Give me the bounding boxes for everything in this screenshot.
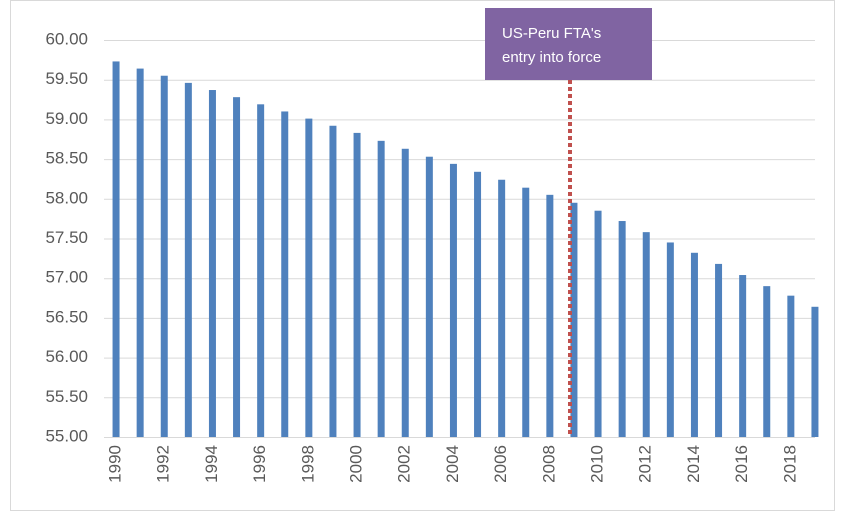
x-tick-label: 2014 xyxy=(684,445,703,483)
bar xyxy=(811,306,819,437)
x-tick-label: 1992 xyxy=(154,445,173,483)
bar xyxy=(715,263,723,437)
bar xyxy=(425,156,433,437)
bar xyxy=(184,82,192,437)
bar xyxy=(281,111,289,438)
bar xyxy=(353,132,361,437)
x-tick-label: 2006 xyxy=(491,445,510,483)
x-tick-label: 1996 xyxy=(250,445,269,483)
y-tick-label: 55.50 xyxy=(45,387,88,406)
x-tick-label: 2004 xyxy=(443,445,462,483)
y-tick-label: 57.00 xyxy=(45,268,88,287)
x-tick-label: 2016 xyxy=(732,445,751,483)
bar xyxy=(136,68,144,438)
chart-border xyxy=(10,0,835,511)
y-tick-label: 55.00 xyxy=(45,426,88,445)
x-tick-label: 2000 xyxy=(347,445,366,483)
y-tick-label: 60.00 xyxy=(45,29,88,48)
x-tick-label: 1990 xyxy=(106,445,125,483)
annotation-text: US-Peru FTA's xyxy=(502,25,601,42)
y-tick-label: 56.50 xyxy=(45,307,88,326)
bar xyxy=(594,210,602,437)
x-tick-label: 2002 xyxy=(395,445,414,483)
x-tick-label: 2008 xyxy=(539,445,558,483)
bar xyxy=(112,61,120,438)
bar xyxy=(401,148,409,437)
bar xyxy=(522,187,530,437)
bar xyxy=(642,232,650,437)
bar xyxy=(160,75,168,437)
x-tick-label: 1994 xyxy=(202,445,221,483)
x-tick-label: 2018 xyxy=(780,445,799,483)
bar xyxy=(329,125,337,437)
bar xyxy=(257,104,265,438)
y-tick-label: 58.50 xyxy=(45,149,88,168)
annotation-text: entry into force xyxy=(502,49,601,66)
bar xyxy=(449,163,457,437)
y-tick-label: 57.50 xyxy=(45,228,88,247)
bar xyxy=(690,252,698,437)
x-tick-label: 2010 xyxy=(588,445,607,483)
y-tick-label: 59.50 xyxy=(45,69,88,88)
x-tick-label: 2012 xyxy=(636,445,655,483)
bar xyxy=(305,118,313,437)
bar xyxy=(546,194,554,437)
y-tick-label: 59.00 xyxy=(45,109,88,128)
bar xyxy=(474,171,482,437)
bar xyxy=(739,275,747,437)
bar xyxy=(208,90,216,437)
bar xyxy=(787,295,795,437)
y-tick-label: 56.00 xyxy=(45,347,88,366)
y-tick-label: 58.00 xyxy=(45,188,88,207)
bar xyxy=(666,242,674,437)
annotation-box xyxy=(485,8,652,80)
x-tick-label: 1998 xyxy=(298,445,317,483)
bar xyxy=(498,179,506,437)
bar xyxy=(763,286,771,437)
bar xyxy=(570,202,578,437)
bar xyxy=(233,97,241,437)
bar xyxy=(377,140,385,437)
bar xyxy=(618,221,626,437)
